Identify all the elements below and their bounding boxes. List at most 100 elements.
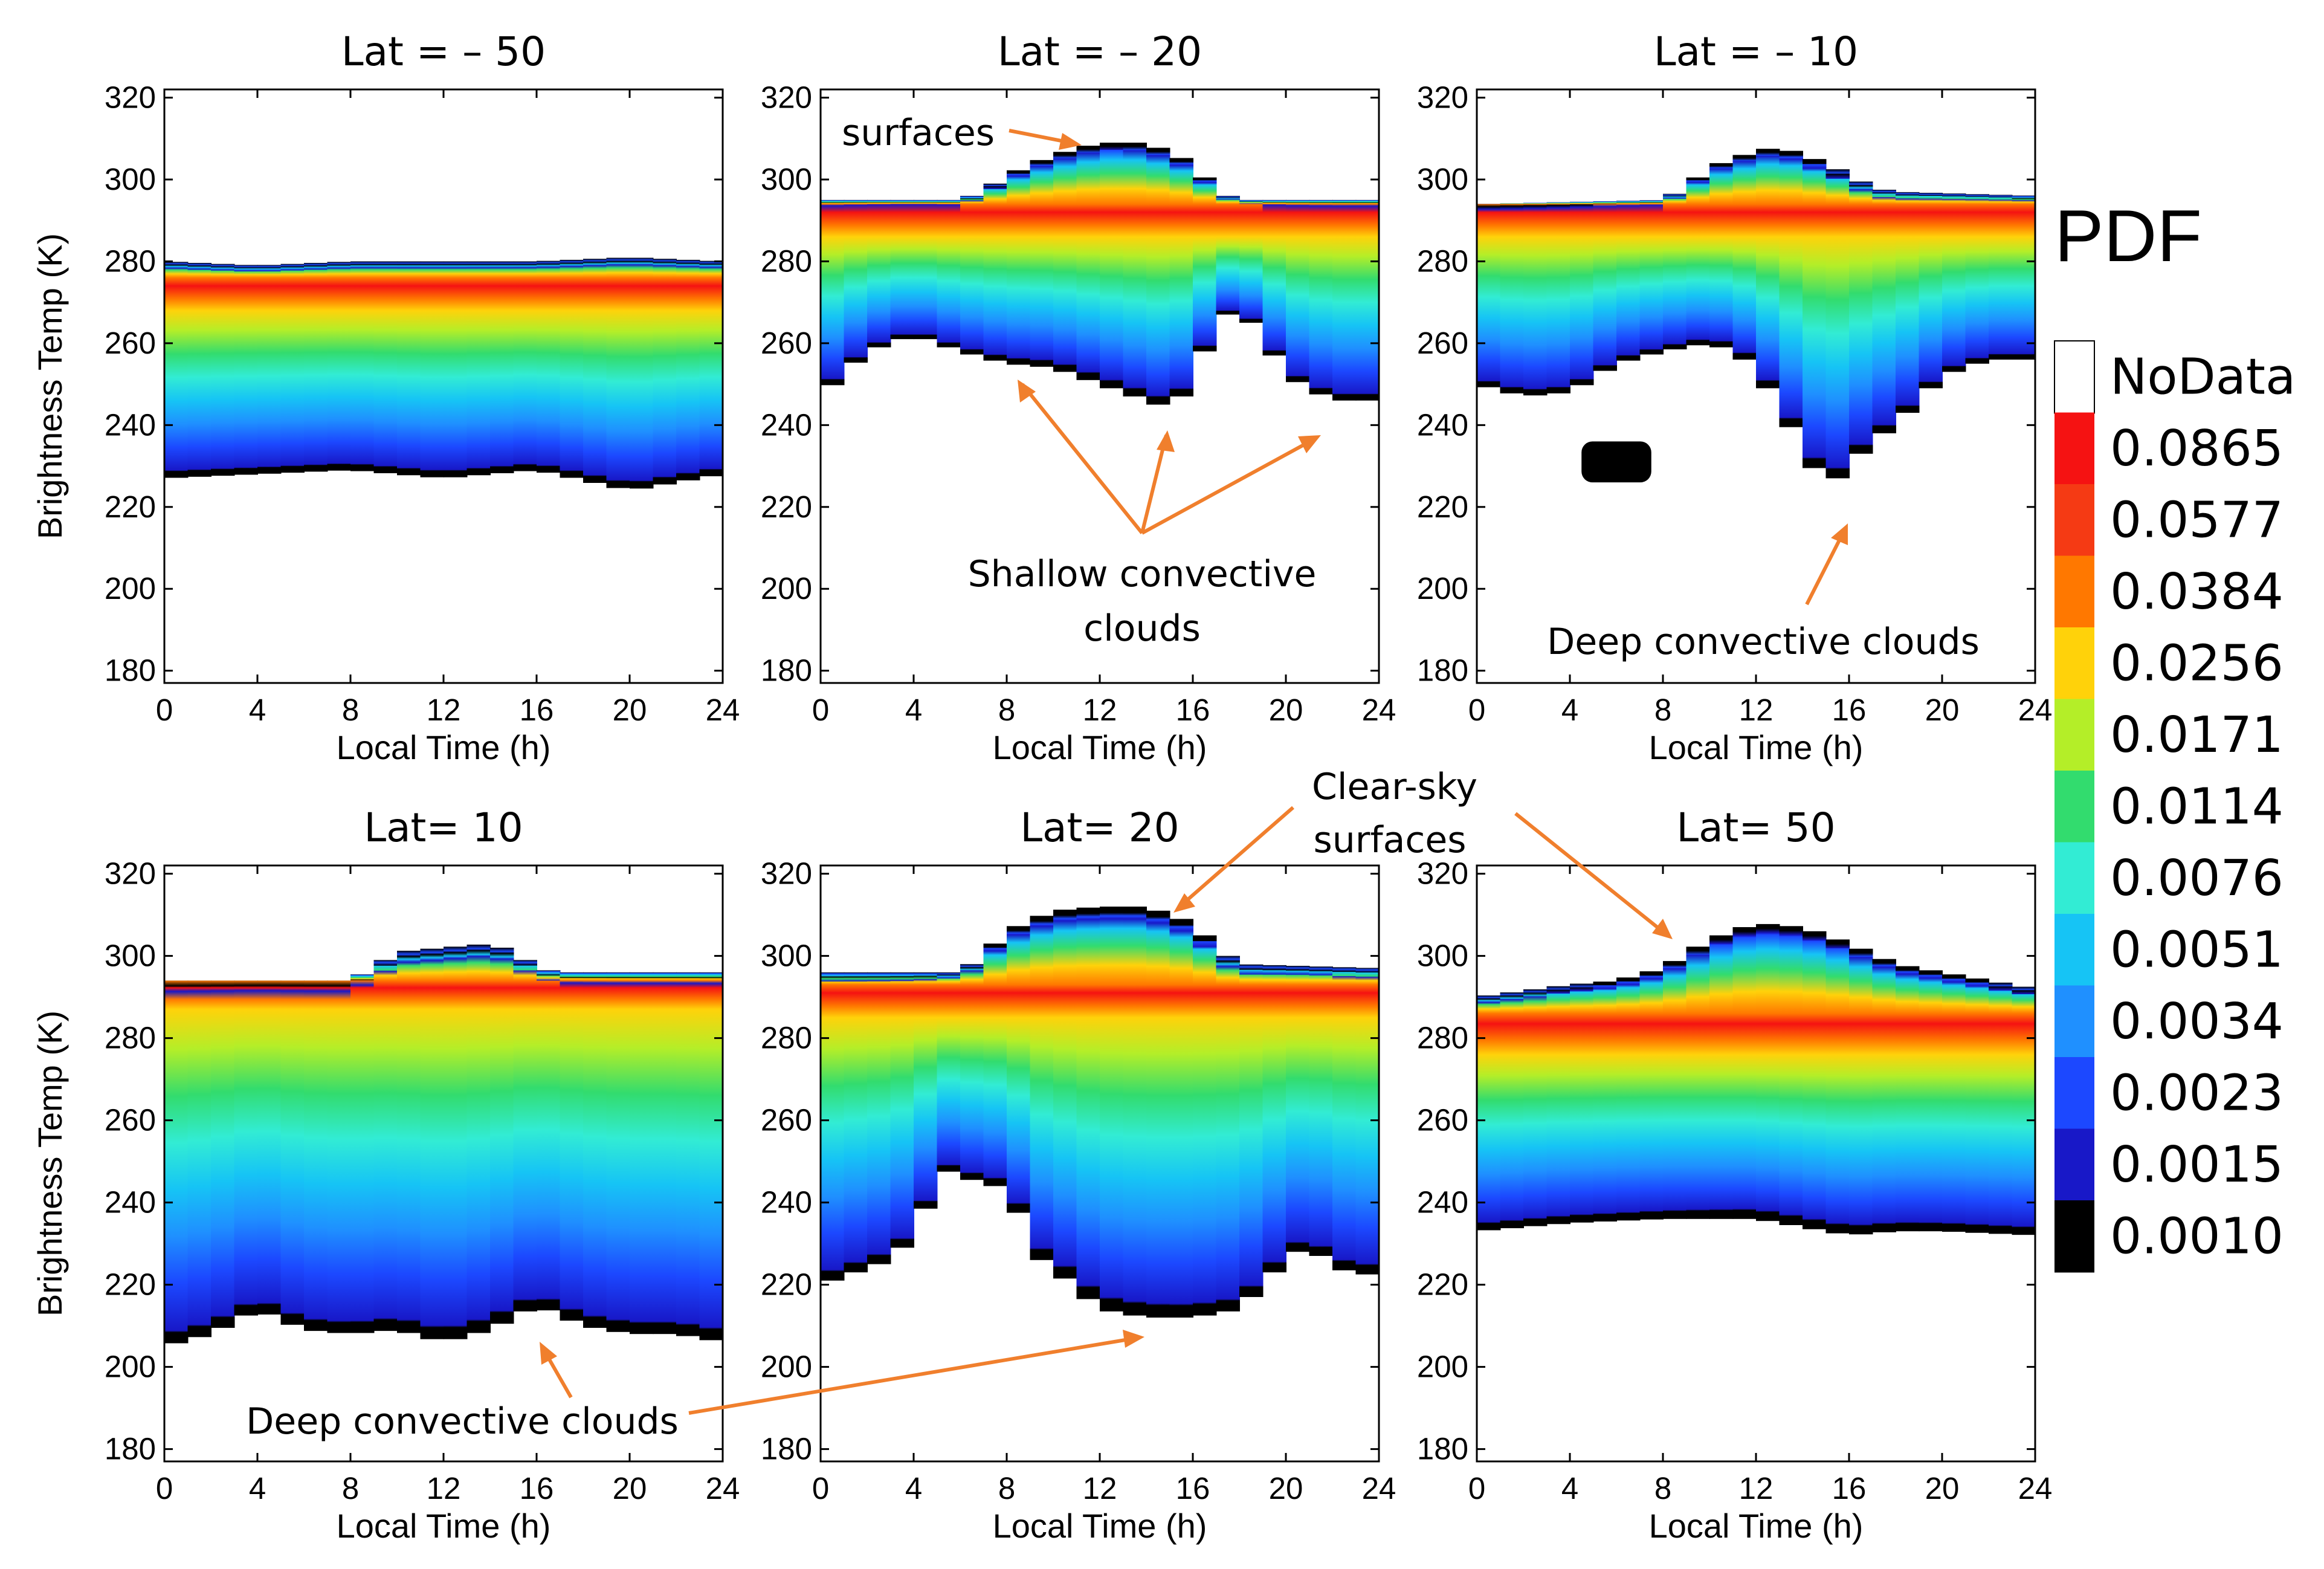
pdf-column	[1825, 169, 1850, 479]
annotation-deep-bottom: Deep convective clouds	[246, 1400, 679, 1443]
colorbar-boxes	[2054, 340, 2095, 1273]
pdf-column	[280, 264, 305, 473]
pdf-column	[1216, 196, 1240, 315]
colorbar-label: 0.0015	[2110, 1136, 2284, 1194]
panel-3: 0 4 8 12 16 20 24 180 200 220 240 260 280 300 320 Local…	[1417, 28, 2052, 766]
pdf-column	[1123, 907, 1147, 1316]
x-tick-label: 4	[1561, 1471, 1578, 1506]
y-tick-label: 240	[1417, 407, 1468, 442]
arrow-shallow-1	[1021, 383, 1144, 534]
pdf-column	[914, 199, 938, 340]
y-tick-label: 300	[761, 162, 812, 196]
pdf-column	[373, 960, 398, 1331]
panel-4: 0 4 8 12 16 20 24 180 200 220 240 260 280 300 320 Local…	[31, 804, 740, 1545]
pdf-column	[444, 261, 468, 477]
pdf-column	[1309, 199, 1333, 395]
pdf-column	[560, 972, 584, 1321]
y-tick-label: 300	[105, 939, 156, 973]
x-tick-label: 16	[1832, 693, 1867, 727]
y-tick-label: 200	[1417, 1350, 1468, 1384]
pdf-column	[653, 259, 677, 485]
y-tick-label: 260	[105, 1103, 156, 1137]
pdf-column	[1709, 935, 1734, 1219]
pdf-column	[397, 951, 421, 1333]
y-tick-label: 320	[105, 856, 156, 891]
pdf-column	[630, 257, 654, 489]
colorbar-label: 0.0010	[2110, 1208, 2284, 1265]
pdf-column	[1100, 907, 1124, 1312]
pdf-column	[1262, 965, 1286, 1273]
panel-1: 0 4 8 12 16 20 24 180 200 220 240 260 280 300 320 Local…	[31, 28, 740, 766]
pdf-column	[1732, 155, 1757, 360]
y-tick-label: 300	[1417, 162, 1468, 196]
x-tick-label: 16	[1176, 1471, 1210, 1506]
pdf-column	[1546, 986, 1570, 1224]
annotation-surfaces: surfaces	[842, 112, 995, 154]
x-tick-label: 24	[2018, 693, 2053, 727]
colorbar-label: 0.0051	[2110, 921, 2284, 979]
colorbar-title: PDF	[2054, 195, 2202, 277]
pdf-column	[490, 948, 514, 1324]
annotation-shallow-line1: Shallow convective	[968, 553, 1317, 595]
pdf-column	[1523, 989, 1548, 1226]
pdf-column	[1872, 189, 1896, 433]
pdf-column	[960, 964, 984, 1180]
pdf-column	[350, 974, 375, 1333]
panel-title: Lat= 50	[1676, 804, 1835, 851]
x-tick-label: 16	[520, 693, 554, 727]
pdf-column	[537, 970, 561, 1311]
pdf-column	[1639, 200, 1664, 355]
pdf-isolated-patch	[1581, 441, 1651, 483]
pdf-column	[1825, 939, 1850, 1234]
colorbar-box	[2054, 340, 2095, 414]
y-tick-label: 180	[761, 653, 812, 688]
pdf-column	[1053, 910, 1077, 1279]
panel-title: Lat = – 50	[341, 28, 546, 75]
pdf-column	[304, 262, 328, 472]
arrowhead	[1157, 430, 1175, 452]
pdf-column	[867, 972, 891, 1264]
x-tick-label: 24	[1362, 1471, 1396, 1506]
colorbar-box	[2054, 985, 2094, 1058]
annot-bg	[837, 114, 1012, 156]
pdf-field	[1477, 149, 2035, 483]
pdf-column	[1593, 982, 1617, 1222]
colorbar-label: 0.0256	[2110, 635, 2284, 692]
pdf-column	[821, 972, 845, 1281]
pdf-column	[1355, 199, 1379, 401]
x-tick-label: 12	[1739, 1471, 1774, 1506]
panel-title: Lat = – 10	[1654, 28, 1858, 75]
pdf-column	[1849, 181, 1873, 454]
x-tick-label: 20	[1925, 1471, 1960, 1506]
pdf-column	[280, 980, 305, 1325]
x-tick-label: 8	[998, 1471, 1015, 1506]
pdf-column	[1523, 202, 1548, 396]
x-tick-label: 20	[1269, 1471, 1303, 1506]
y-tick-label: 220	[761, 490, 812, 524]
annotation-clear-line2: surfaces	[1313, 819, 1466, 861]
pdf-column	[1076, 907, 1100, 1299]
colorbar-label: 0.0034	[2110, 993, 2284, 1050]
y-tick-label: 180	[105, 1432, 156, 1466]
x-tick-label: 0	[156, 693, 173, 727]
arrow-clear-2	[1514, 812, 1669, 937]
y-tick-label: 320	[1417, 80, 1468, 115]
pdf-column	[327, 980, 351, 1333]
pdf-column	[444, 946, 468, 1339]
x-tick-label: 4	[1561, 693, 1578, 727]
y-tick-label: 220	[1417, 1267, 1468, 1302]
colorbar-label: 0.0023	[2110, 1064, 2284, 1122]
x-tick-label: 12	[1083, 693, 1117, 727]
pdf-column	[466, 944, 491, 1333]
y-tick-label: 200	[105, 1350, 156, 1384]
pdf-column	[1146, 910, 1170, 1318]
pdf-column	[676, 972, 700, 1336]
pdf-column	[1849, 948, 1873, 1235]
pdf-column	[844, 972, 868, 1273]
pdf-column	[890, 972, 914, 1248]
y-tick-label: 180	[105, 653, 156, 688]
x-tick-label: 8	[1654, 1471, 1671, 1506]
y-tick-label: 200	[105, 571, 156, 606]
pdf-column	[1919, 970, 1943, 1232]
x-tick-label: 0	[1468, 1471, 1485, 1506]
